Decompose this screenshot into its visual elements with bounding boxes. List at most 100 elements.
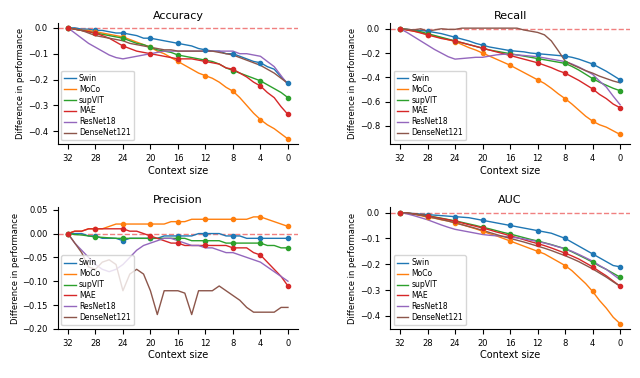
MoCo bbox=[71, 27, 79, 31]
Line: ResNet18: ResNet18 bbox=[400, 29, 620, 105]
DenseNet121 bbox=[284, 81, 292, 86]
MAE bbox=[188, 57, 196, 61]
ResNet18 bbox=[554, 58, 562, 63]
MoCo bbox=[534, 249, 541, 254]
MoCo bbox=[403, 28, 411, 32]
MAE bbox=[71, 229, 79, 234]
DenseNet121 bbox=[534, 30, 541, 35]
supVIT bbox=[547, 59, 555, 63]
supVIT bbox=[243, 73, 250, 78]
Swin bbox=[541, 230, 548, 234]
supVIT bbox=[84, 234, 92, 238]
DenseNet121 bbox=[458, 26, 466, 30]
DenseNet121 bbox=[575, 259, 582, 264]
Swin bbox=[451, 214, 459, 219]
MAE bbox=[458, 221, 466, 225]
MAE bbox=[99, 226, 106, 231]
Line: DenseNet121: DenseNet121 bbox=[68, 28, 288, 84]
Swin bbox=[479, 43, 486, 47]
MoCo bbox=[520, 70, 527, 75]
DenseNet121 bbox=[403, 211, 411, 215]
MAE bbox=[250, 80, 257, 84]
MAE bbox=[78, 229, 86, 234]
MoCo bbox=[264, 122, 271, 127]
MAE bbox=[506, 234, 514, 238]
MAE bbox=[589, 87, 596, 91]
DenseNet121 bbox=[92, 267, 99, 271]
Swin bbox=[575, 57, 582, 61]
DenseNet121 bbox=[147, 45, 154, 50]
DenseNet121 bbox=[140, 272, 147, 276]
MAE bbox=[534, 241, 541, 246]
supVIT bbox=[410, 28, 418, 33]
supVIT bbox=[222, 66, 230, 70]
supVIT bbox=[438, 35, 445, 40]
DenseNet121 bbox=[147, 288, 154, 293]
supVIT bbox=[534, 56, 541, 61]
ResNet18 bbox=[71, 241, 79, 245]
Swin bbox=[527, 227, 534, 232]
Swin bbox=[84, 27, 92, 31]
Y-axis label: Difference in performance: Difference in performance bbox=[16, 28, 25, 139]
MAE bbox=[554, 248, 562, 253]
MAE bbox=[568, 254, 576, 258]
MoCo bbox=[243, 217, 250, 222]
DenseNet121 bbox=[609, 280, 617, 284]
MoCo bbox=[84, 226, 92, 231]
Swin bbox=[195, 46, 202, 51]
ResNet18 bbox=[472, 55, 479, 60]
DenseNet121 bbox=[174, 49, 182, 53]
supVIT bbox=[215, 62, 223, 66]
Swin bbox=[541, 52, 548, 57]
Title: AUC: AUC bbox=[499, 195, 522, 205]
ResNet18 bbox=[438, 51, 445, 55]
MoCo bbox=[438, 217, 445, 222]
MoCo bbox=[257, 215, 264, 219]
Swin bbox=[602, 69, 610, 74]
ResNet18 bbox=[479, 232, 486, 237]
Swin bbox=[277, 236, 285, 241]
supVIT bbox=[568, 64, 576, 69]
DenseNet121 bbox=[264, 310, 271, 314]
ResNet18 bbox=[541, 56, 548, 60]
MoCo bbox=[64, 231, 72, 236]
DenseNet121 bbox=[444, 27, 452, 32]
Swin bbox=[396, 26, 404, 31]
Swin bbox=[222, 234, 230, 238]
MAE bbox=[568, 74, 576, 79]
Swin bbox=[431, 213, 438, 217]
ResNet18 bbox=[257, 54, 264, 59]
supVIT bbox=[264, 243, 271, 248]
Swin bbox=[106, 236, 113, 241]
Swin bbox=[582, 248, 589, 252]
Swin bbox=[264, 64, 271, 69]
DenseNet121 bbox=[229, 53, 237, 57]
DenseNet121 bbox=[78, 28, 86, 33]
MoCo bbox=[140, 42, 147, 47]
MAE bbox=[236, 246, 244, 250]
Line: Swin: Swin bbox=[68, 28, 288, 84]
ResNet18 bbox=[589, 259, 596, 263]
MoCo bbox=[527, 74, 534, 78]
MAE bbox=[84, 29, 92, 34]
supVIT bbox=[284, 246, 292, 250]
DenseNet121 bbox=[112, 262, 120, 267]
supVIT bbox=[181, 54, 189, 59]
MAE bbox=[195, 243, 202, 248]
ResNet18 bbox=[561, 246, 569, 251]
Swin bbox=[257, 60, 264, 65]
ResNet18 bbox=[520, 53, 527, 58]
supVIT bbox=[71, 232, 79, 237]
ResNet18 bbox=[140, 53, 147, 57]
supVIT bbox=[126, 236, 134, 241]
MAE bbox=[181, 243, 189, 248]
MAE bbox=[99, 33, 106, 38]
DenseNet121 bbox=[99, 35, 106, 39]
MAE bbox=[112, 40, 120, 44]
ResNet18 bbox=[250, 53, 257, 57]
supVIT bbox=[575, 68, 582, 72]
MoCo bbox=[229, 89, 237, 93]
MAE bbox=[451, 39, 459, 43]
DenseNet121 bbox=[119, 39, 127, 43]
supVIT bbox=[417, 29, 424, 34]
